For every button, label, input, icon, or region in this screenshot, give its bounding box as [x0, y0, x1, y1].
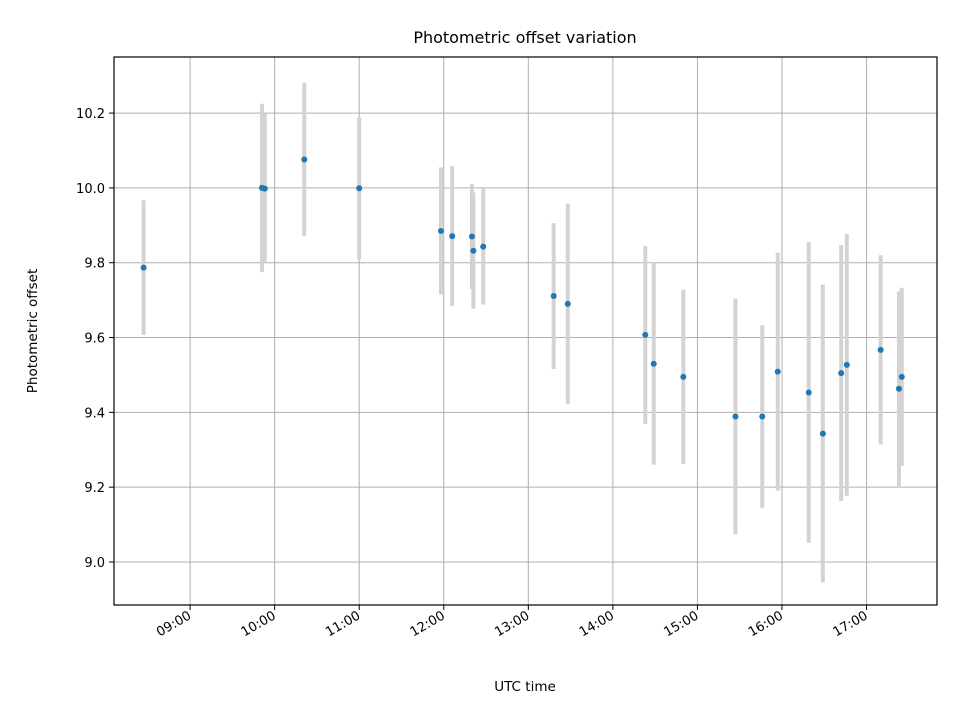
y-tick-label: 9.0: [84, 556, 105, 571]
y-axis-ticks: 9.0 9.2 9.4 9.6 9.8 10.0 10.2: [76, 107, 114, 571]
data-point: [470, 247, 477, 254]
plot-frame: [113, 56, 938, 606]
data-point: [898, 373, 905, 380]
x-tick-label: 14:00: [577, 608, 617, 640]
y-tick-label: 10.2: [76, 107, 105, 122]
data-point: [732, 413, 739, 420]
data-point: [650, 360, 657, 367]
x-tick-label: 09:00: [154, 608, 194, 640]
y-axis-label: Photometric offset: [25, 269, 41, 393]
data-points: [140, 156, 905, 437]
data-point: [843, 361, 850, 368]
data-point: [895, 385, 902, 392]
x-tick-label: 15:00: [661, 608, 701, 640]
y-tick-label: 9.6: [84, 332, 105, 347]
y-tick-label: 10.0: [76, 182, 105, 197]
data-point: [774, 368, 781, 375]
x-tick-label: 11:00: [323, 608, 363, 640]
data-point: [877, 346, 884, 353]
chart-title: Photometric offset variation: [413, 28, 636, 47]
data-point: [437, 227, 444, 234]
x-axis-ticks: 09:00 10:00 11:00 12:00 13:00 14:00 15:00 16:00…: [154, 605, 871, 640]
data-point: [140, 264, 147, 271]
data-point: [759, 413, 766, 420]
x-tick-label: 10:00: [239, 608, 279, 640]
data-point: [819, 430, 826, 437]
error-bars: [141, 82, 904, 583]
x-tick-label: 13:00: [492, 608, 532, 640]
data-point: [680, 373, 687, 380]
y-tick-label: 9.2: [84, 481, 105, 496]
x-tick-label: 12:00: [408, 608, 448, 640]
data-point: [449, 233, 456, 240]
y-tick-label: 9.8: [84, 257, 105, 272]
grid-lines: [114, 57, 937, 605]
x-tick-label: 17:00: [831, 608, 871, 640]
data-point: [301, 156, 308, 163]
y-tick-label: 9.4: [84, 406, 105, 421]
data-point: [468, 233, 475, 240]
data-point: [261, 185, 268, 192]
x-axis-label: UTC time: [494, 679, 556, 695]
data-point: [805, 389, 812, 396]
data-point: [550, 293, 557, 300]
data-point: [564, 300, 571, 307]
x-tick-label: 16:00: [746, 608, 786, 640]
data-point: [480, 243, 487, 250]
data-point: [838, 370, 845, 377]
data-point: [356, 185, 363, 192]
data-point: [642, 331, 649, 338]
